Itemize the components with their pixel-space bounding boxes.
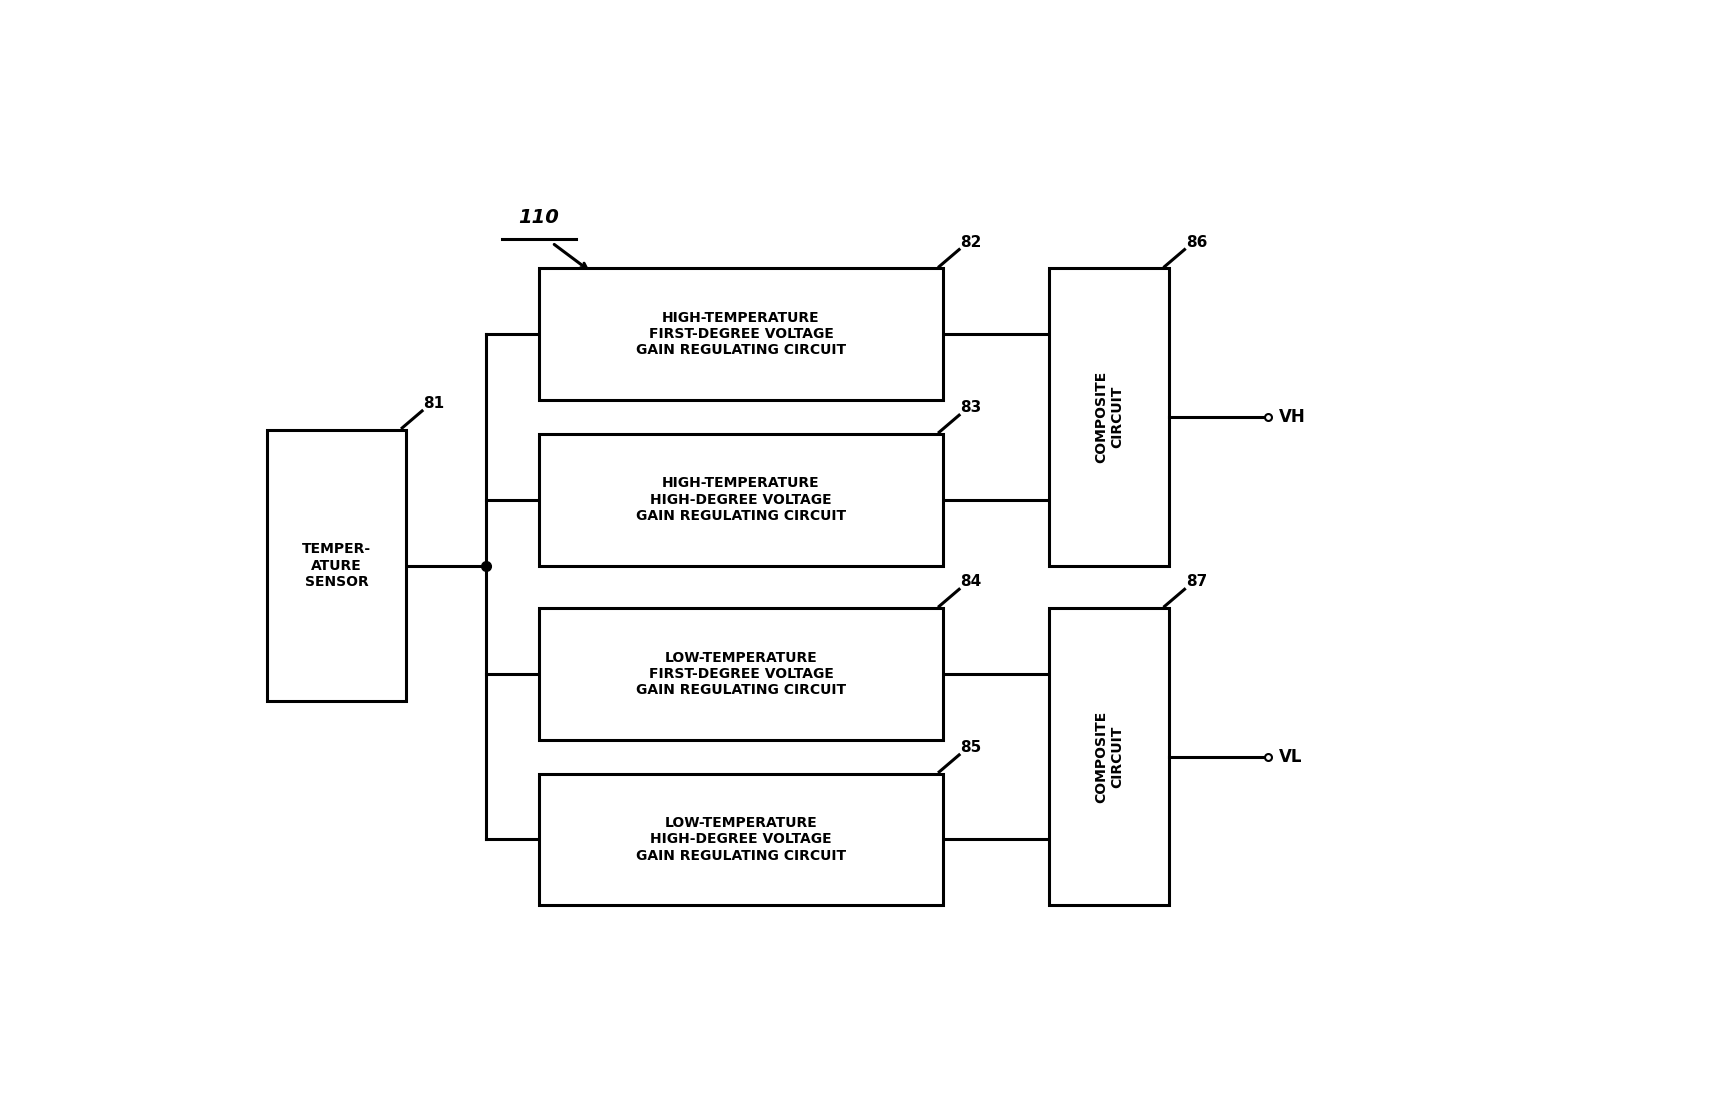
Text: VH: VH bbox=[1278, 408, 1305, 426]
Text: 87: 87 bbox=[1186, 575, 1206, 589]
Text: 81: 81 bbox=[423, 396, 445, 411]
Bar bbox=[1049, 268, 1169, 566]
Text: LOW-TEMPERATURE
FIRST-DEGREE VOLTAGE
GAIN REGULATING CIRCUIT: LOW-TEMPERATURE FIRST-DEGREE VOLTAGE GAI… bbox=[636, 651, 845, 697]
Text: TEMPER-
ATURE
SENSOR: TEMPER- ATURE SENSOR bbox=[301, 543, 371, 589]
Bar bbox=[539, 268, 943, 400]
Text: 83: 83 bbox=[960, 400, 982, 415]
Bar bbox=[539, 773, 943, 906]
Bar bbox=[267, 430, 406, 702]
Bar bbox=[539, 608, 943, 740]
Text: HIGH-TEMPERATURE
FIRST-DEGREE VOLTAGE
GAIN REGULATING CIRCUIT: HIGH-TEMPERATURE FIRST-DEGREE VOLTAGE GA… bbox=[636, 311, 845, 357]
Text: LOW-TEMPERATURE
HIGH-DEGREE VOLTAGE
GAIN REGULATING CIRCUIT: LOW-TEMPERATURE HIGH-DEGREE VOLTAGE GAIN… bbox=[636, 816, 845, 863]
Text: 86: 86 bbox=[1186, 235, 1208, 249]
Text: COMPOSITE
CIRCUIT: COMPOSITE CIRCUIT bbox=[1093, 371, 1124, 463]
Text: 110: 110 bbox=[518, 207, 559, 227]
Text: HIGH-TEMPERATURE
HIGH-DEGREE VOLTAGE
GAIN REGULATING CIRCUIT: HIGH-TEMPERATURE HIGH-DEGREE VOLTAGE GAI… bbox=[636, 476, 845, 523]
Text: 82: 82 bbox=[960, 235, 982, 249]
Text: COMPOSITE
CIRCUIT: COMPOSITE CIRCUIT bbox=[1093, 710, 1124, 803]
Text: 84: 84 bbox=[960, 575, 982, 589]
Bar bbox=[1049, 608, 1169, 906]
Text: VL: VL bbox=[1278, 748, 1302, 765]
Bar bbox=[539, 433, 943, 566]
Text: 85: 85 bbox=[960, 740, 982, 754]
